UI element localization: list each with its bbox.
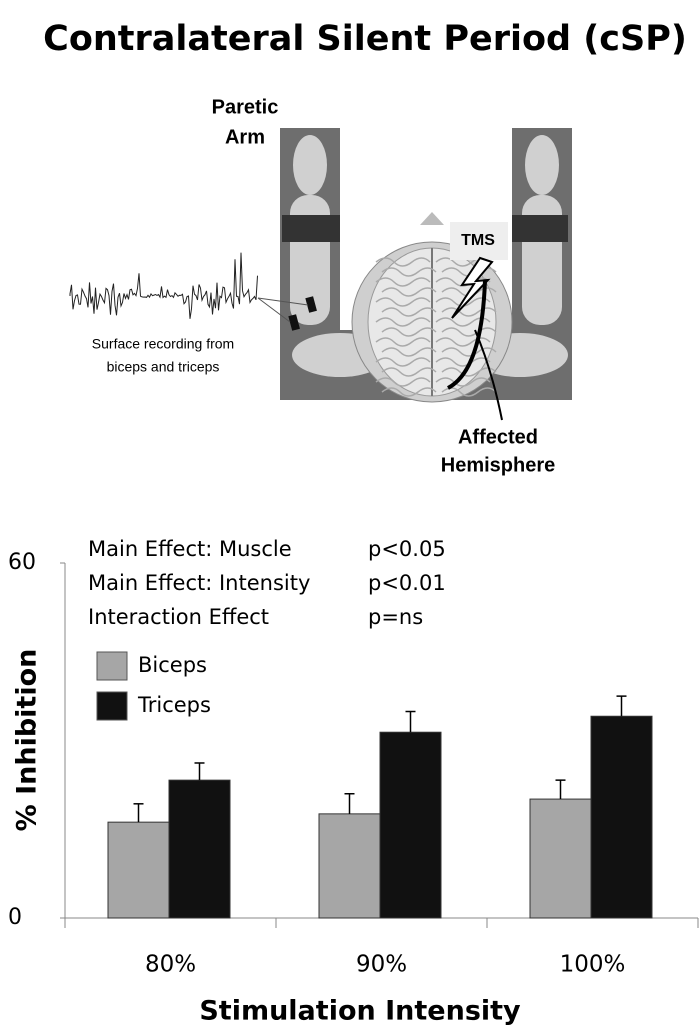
y-tick-label: 60 — [8, 550, 36, 575]
bar — [379, 731, 442, 919]
electrode — [305, 296, 317, 313]
hemisphere-pointer — [474, 329, 503, 421]
upper-arm-right — [525, 135, 559, 195]
y-axis-label: % Inhibition — [12, 649, 43, 832]
electrode — [288, 314, 300, 331]
stat-p: p<0.01 — [368, 571, 446, 595]
affected-label: Hemisphere — [441, 454, 556, 476]
hemisphere-arc — [446, 279, 487, 390]
y-tick-label: 0 — [8, 905, 22, 930]
lead — [257, 297, 291, 323]
paretic-label: Arm — [225, 126, 265, 148]
legend-swatch — [96, 691, 128, 721]
paretic-label: Paretic — [212, 96, 279, 118]
arm-right — [522, 195, 562, 325]
cuff-left — [282, 215, 340, 242]
stat-p: p<0.05 — [368, 537, 446, 561]
cuff-right — [512, 215, 568, 242]
chart: 0 60 Stimulation Intensity % Inhibition Main… — [8, 537, 699, 1027]
stat-p: p=ns — [368, 605, 423, 629]
x-axis-label: Stimulation Intensity — [199, 996, 521, 1027]
bar — [168, 779, 231, 919]
upper-arm-left — [293, 135, 327, 195]
recording-label: Surface recording from — [92, 336, 234, 352]
lead — [257, 297, 309, 306]
x-tick-label: 100% — [560, 952, 626, 978]
bar — [590, 715, 653, 919]
bar — [529, 798, 592, 919]
tms-label: TMS — [461, 232, 495, 249]
legend-label: Triceps — [137, 693, 211, 717]
diagram: TMS Paretic Arm Surface recording from b… — [69, 96, 572, 476]
bar — [107, 821, 170, 919]
legend-swatch — [96, 651, 128, 681]
x-tick-label: 90% — [356, 952, 407, 978]
stat-label: Main Effect: Intensity — [88, 571, 310, 595]
legend-label: Biceps — [138, 653, 207, 677]
x-tick-label: 80% — [145, 952, 196, 978]
stat-label: Interaction Effect — [88, 605, 269, 629]
stat-label: Main Effect: Muscle — [88, 537, 292, 561]
nose — [420, 212, 444, 225]
tms-box — [450, 222, 508, 260]
bar — [318, 813, 381, 919]
figure-title: Contralateral Silent Period (cSP) — [43, 19, 687, 59]
emg-trace — [69, 252, 258, 319]
tms-bolt — [451, 256, 494, 319]
affected-label: Affected — [458, 426, 538, 448]
recording-label: biceps and triceps — [107, 359, 220, 375]
